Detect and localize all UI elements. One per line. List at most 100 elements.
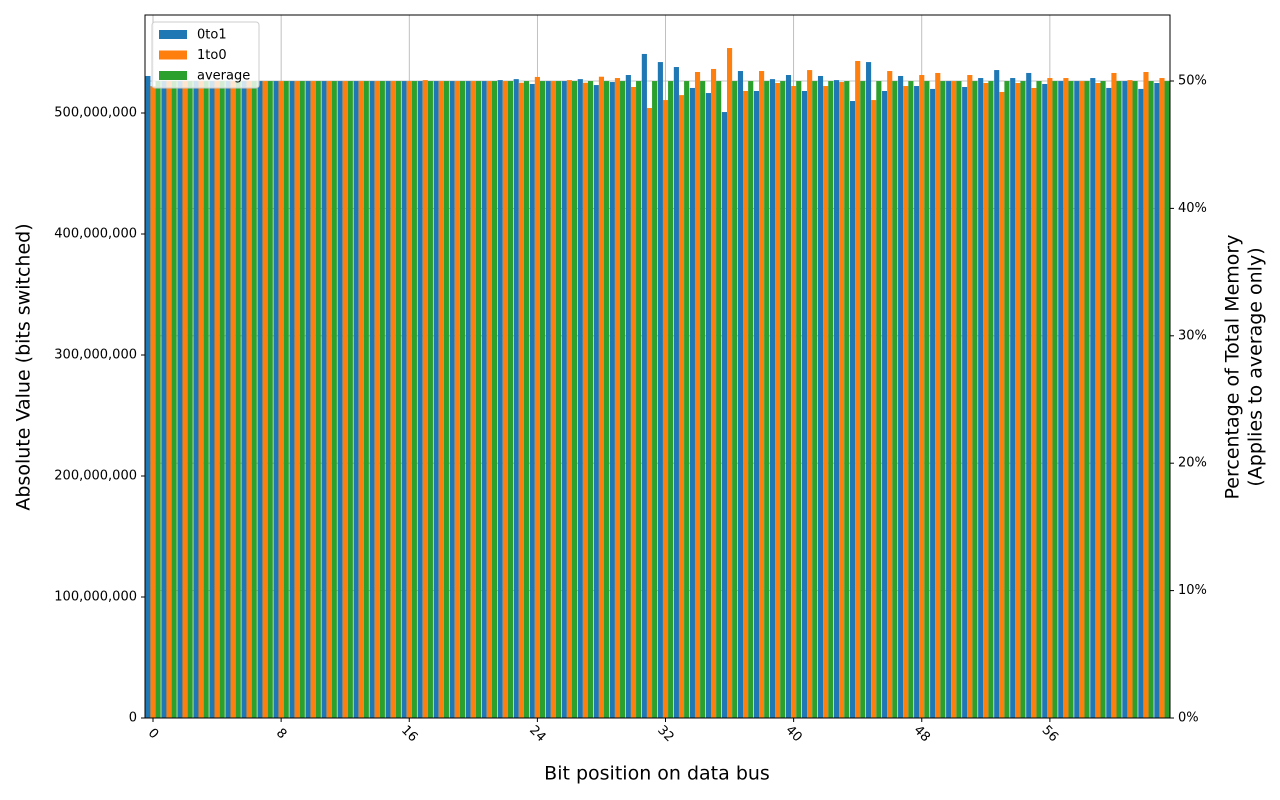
bar [529,83,535,719]
bar [978,78,984,718]
bar [401,81,407,718]
bar [951,81,957,718]
bar [1074,81,1080,718]
bar [555,81,562,718]
legend-swatch [159,50,187,60]
bar [587,81,594,718]
bar [1042,83,1048,719]
bar [833,80,840,719]
bar [502,81,508,718]
bar [523,81,530,718]
bar [962,86,968,719]
bar [577,79,583,718]
bar [534,76,540,719]
bar [294,81,300,718]
bar [759,71,765,718]
bar [727,48,733,718]
bar [198,81,204,718]
bar [278,81,284,718]
bar [882,90,888,718]
x-tick-label: 8 [273,726,289,742]
bar [145,75,151,718]
bar [241,81,247,718]
legend-label: 1to0 [197,48,227,63]
bar [209,81,215,718]
y-tick-label: 100,000,000 [54,590,137,605]
bar [203,81,209,718]
bar [796,81,802,718]
bar [1036,81,1042,718]
x-tick-label: 48 [911,723,933,745]
bar [315,81,321,718]
bar [347,81,353,718]
bar [732,81,738,718]
bar [839,82,845,719]
legend-label: 0to1 [197,28,227,43]
y2-axis-label: (Applies to average only) [1245,247,1267,486]
bar [678,95,685,719]
bar [705,93,711,719]
bar [1122,81,1128,718]
bar [694,71,701,719]
bar [593,85,599,719]
bar [374,81,380,718]
bar [994,70,1000,719]
x-tick-label: 16 [398,723,420,745]
bar [491,81,498,718]
bar [326,81,332,718]
bar [395,81,401,718]
bar [823,86,829,718]
bar [283,81,289,718]
bar [614,78,621,718]
y2-tick-label: 0% [1178,711,1199,726]
bar [353,81,359,718]
bar [454,81,460,718]
bar [571,81,578,718]
bar [828,81,834,718]
bar [305,81,311,718]
bar [438,81,444,718]
bar [1084,81,1090,718]
bar [246,81,252,718]
bar [171,81,177,718]
bar [807,70,813,719]
bar [1138,88,1144,719]
y2-axis-label: Percentage of Total Memory [1222,235,1244,500]
legend-label: average [197,69,250,84]
bar [1154,83,1160,718]
x-tick-label: 24 [526,723,548,745]
bar [850,101,856,718]
bar [155,81,161,718]
bar [214,81,220,718]
bar [1026,72,1032,718]
bar [652,81,658,718]
bar [914,86,920,718]
bar [1015,83,1021,718]
bar [251,81,257,718]
legend-swatch [159,30,187,39]
bar [1020,81,1026,718]
bar [716,81,722,718]
bar [166,81,172,718]
y-axis-label: Absolute Value (bits switched) [13,223,35,510]
bar [967,75,973,719]
y-tick-label: 200,000,000 [54,469,137,484]
bar [1004,81,1010,718]
bar [988,81,994,718]
bar [876,81,882,718]
bar [161,81,167,718]
bar [342,81,348,718]
bar [924,81,930,718]
bar [887,71,893,718]
bar [1031,87,1037,718]
bar [1100,81,1106,718]
y2-tick-label: 10% [1178,583,1207,598]
bar [646,108,653,719]
bar [657,62,663,718]
bar [860,81,866,718]
bar [604,81,610,718]
bar [230,81,236,718]
bar [406,81,412,718]
bar [481,81,487,718]
